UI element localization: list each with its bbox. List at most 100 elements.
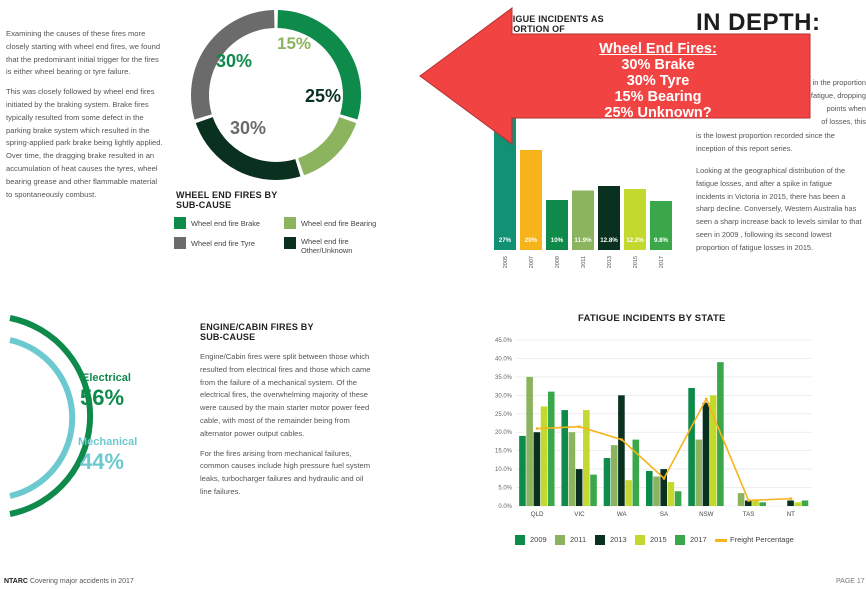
bar-nsw-2015 — [709, 395, 717, 506]
mechanical-arc-band — [9, 337, 76, 499]
x-tick-label: NT — [787, 511, 795, 518]
bar-2015 — [624, 189, 646, 250]
legend-swatch — [635, 535, 645, 545]
legend-swatch — [174, 237, 186, 249]
donut-slice-wheel-end-fire-bearing — [297, 116, 357, 176]
fatigue-by-state-chart: 0.0% 5.0% 10.0% 15.0% 20.0% 25.0% 30.0% 35.0% 40… — [495, 338, 812, 518]
bar-2007 — [520, 150, 542, 250]
donut-label-bearing: 15% — [277, 34, 312, 53]
in-depth-text: is the lowest proportion recorded since … — [696, 131, 835, 153]
bar-year-label: 2015 — [633, 256, 639, 268]
mechanical-value: 44% — [80, 449, 125, 474]
bar-2013 — [598, 186, 620, 250]
freight-point — [578, 425, 581, 429]
bar-nt-2015 — [794, 502, 802, 506]
legend-label: Freight Percentage — [730, 535, 794, 544]
legend-swatch — [555, 535, 565, 545]
footer-text: Covering major accidents in 2017 — [29, 578, 134, 585]
fatigue-proportion-bar-chart: 27% 2005 20% 2007 10% 2009 11.9% 2011 12.8% 2013 1… — [494, 115, 672, 268]
legend-label: 2017 — [690, 535, 707, 544]
freight-point — [620, 438, 624, 441]
y-tick-label: 45.0% — [495, 338, 513, 344]
x-tick-label: WA — [617, 511, 628, 518]
bar-vic-2011 — [568, 432, 576, 506]
bar-value-label: 20% — [525, 237, 538, 244]
legend-label: 2015 — [650, 535, 667, 544]
donut-slice-wheel-end-fire-other-unknown — [195, 116, 301, 180]
bar-year-label: 2013 — [607, 256, 613, 268]
donut-slice-wheel-end-fire-brake — [277, 10, 361, 120]
bar-sa-2015 — [667, 482, 675, 506]
freight-point — [704, 397, 708, 401]
bar-qld-2011 — [526, 376, 533, 506]
legend-label-tyre: Wheel end fire Tyre — [191, 239, 255, 248]
y-tick-label: 10.0% — [495, 467, 513, 473]
bar-vic-2017 — [590, 474, 597, 506]
fatigue-proportion-title: TIGUE INCIDENTS AS PORTION OF — [507, 14, 604, 34]
state-chart-legend: 2009 2011 2013 2015 2017 Freight Percentage — [515, 534, 835, 548]
callout-line: 25% Unknown? — [604, 105, 712, 121]
bar-2017 — [650, 201, 672, 250]
x-tick-label: VIC — [574, 511, 585, 518]
bar-qld-2009 — [519, 435, 526, 506]
y-tick-label: 35.0% — [495, 375, 513, 381]
bar-vic-2013 — [575, 469, 583, 506]
callout-line: 30% Brake — [621, 57, 695, 73]
in-depth-text: Looking at the geographical distribution… — [696, 166, 862, 252]
top-left-text: Examining the causes of these fires more… — [6, 28, 164, 208]
page-number: PAGE 17 — [836, 578, 865, 585]
y-tick-label: 15.0% — [495, 449, 513, 455]
electrical-arc-band — [9, 315, 94, 517]
bar-year-label: 2007 — [529, 256, 535, 268]
legend-swatch — [284, 237, 296, 249]
legend-swatch — [715, 539, 727, 542]
legend-label: 2011 — [570, 535, 587, 544]
bar-year-label: 2009 — [555, 256, 561, 268]
bar-wa-2009 — [603, 458, 611, 506]
callout-line: 30% Tyre — [626, 73, 690, 89]
paragraph: For the fires arising from mechanical fa… — [200, 448, 371, 496]
bar-tas-2017 — [759, 502, 766, 506]
bar-qld-2015 — [540, 406, 548, 506]
y-tick-label: 5.0% — [498, 486, 512, 492]
in-depth-heading: IN DEPTH: — [696, 9, 821, 36]
bar-qld-2017 — [547, 391, 555, 506]
bar-wa-2011 — [610, 445, 618, 506]
state-chart-title: FATIGUE INCIDENTS BY STATE — [578, 313, 726, 324]
wheel-end-title: WHEEL END FIRES BY SUB-CAUSE — [176, 190, 278, 210]
bar-wa-2017 — [632, 439, 640, 506]
legend-label-bearing: Wheel end fire Bearing — [301, 219, 377, 228]
bar-2005 — [494, 115, 516, 250]
legend-label: 2009 — [530, 535, 547, 544]
bar-value-label: 10% — [551, 237, 564, 244]
legend-swatch — [515, 535, 525, 545]
bar-nt-2017 — [801, 500, 809, 506]
bar-nsw-2013 — [702, 402, 710, 506]
freight-point — [747, 499, 750, 502]
bar-nsw-2011 — [695, 439, 703, 506]
bar-vic-2009 — [561, 410, 569, 506]
legend-swatch — [284, 217, 296, 229]
bar-vic-2015 — [583, 410, 590, 506]
bar-qld-2013 — [533, 432, 541, 506]
mechanical-label: Mechanical — [78, 436, 138, 448]
paragraph: Engine/Cabin fires were split between th… — [200, 352, 371, 438]
electrical-label: Electrical — [82, 372, 131, 384]
x-tick-label: SA — [660, 511, 669, 518]
bar-sa-2013 — [660, 469, 667, 506]
bar-nt-2013 — [787, 500, 794, 506]
y-tick-label: 40.0% — [495, 356, 513, 362]
bar-tas-2015 — [752, 500, 759, 506]
electrical-value: 56% — [80, 385, 125, 410]
y-tick-label: 0.0% — [498, 504, 512, 510]
bar-year-label: 2011 — [581, 256, 587, 268]
legend-swatch — [595, 535, 605, 545]
x-tick-label: QLD — [531, 511, 544, 518]
legend-label: 2013 — [610, 535, 627, 544]
legend-swatch — [174, 217, 186, 229]
bar-wa-2015 — [625, 480, 632, 506]
engine-cabin-arc-chart — [9, 315, 94, 517]
bar-value-label: 27% — [499, 237, 512, 244]
bar-wa-2013 — [618, 395, 625, 506]
donut-slice-wheel-end-fire-tyre — [191, 10, 275, 120]
